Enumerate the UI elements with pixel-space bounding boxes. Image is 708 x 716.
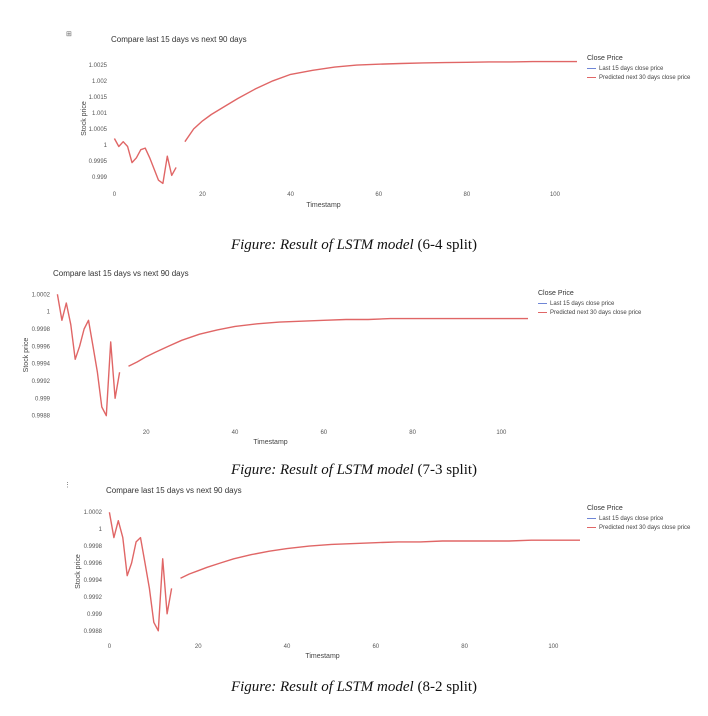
y-tick-label: 1.0002	[84, 510, 103, 516]
legend-label: Predicted next 30 days close price	[550, 309, 642, 316]
y-axis-label: Stock price	[23, 338, 30, 373]
legend-label: Last 15 days close price	[599, 65, 664, 72]
x-axis-label: Timestamp	[306, 202, 340, 209]
y-tick-label: 0.999	[92, 175, 108, 181]
y-tick-label: 0.9992	[84, 595, 103, 601]
caption-plain: (8-2 split)	[413, 679, 478, 695]
series-line-last-15-days	[113, 138, 177, 185]
y-tick-label: 1.0015	[89, 95, 108, 101]
y-tick-label: 0.9988	[84, 629, 103, 635]
x-tick-label: 100	[496, 430, 507, 436]
legend-swatch-red	[587, 77, 596, 78]
x-tick-label: 60	[372, 644, 379, 650]
y-tick-label: 0.9994	[32, 362, 51, 368]
series-line-last-15-days	[56, 294, 121, 417]
x-tick-label: 60	[375, 192, 382, 198]
x-axis-label: Timestamp	[253, 439, 287, 446]
legend-swatch-red	[587, 527, 596, 528]
y-tick-label: 1.001	[92, 111, 108, 117]
chart-svg-2: 20 40 60 80 100 0.9988 0.999 0.9992 0.9994 0.9996…	[23, 292, 528, 446]
y-tick-label: 1	[99, 527, 103, 533]
y-tick-label: 0.999	[35, 396, 51, 402]
legend-title: Close Price	[587, 55, 623, 62]
x-tick-label: 40	[284, 644, 291, 650]
legend-item-last-15[interactable]: Last 15 days close price	[538, 299, 641, 308]
legend-item-last-15[interactable]: Last 15 days close price	[587, 64, 690, 73]
chart-title: Compare last 15 days vs next 90 days	[53, 269, 189, 278]
x-tick-label: 60	[320, 430, 327, 436]
legend: Close Price Last 15 days close price Pre…	[587, 55, 690, 82]
y-tick-label: 0.9998	[32, 327, 51, 333]
x-tick-label: 80	[409, 430, 416, 436]
legend-swatch-red	[538, 312, 547, 313]
x-tick-label: 80	[464, 192, 471, 198]
y-tick-label: 0.9998	[84, 544, 103, 550]
x-tick-label: 100	[550, 192, 561, 198]
series-line-predicted	[180, 539, 580, 579]
legend-label: Predicted next 30 days close price	[599, 524, 691, 531]
legend: Close Price Last 15 days close price Pre…	[587, 505, 690, 532]
caption-italic: Figure: Result of LSTM model	[230, 462, 414, 478]
y-axis-label: Stock price	[75, 554, 82, 589]
y-tick-label: 0.9988	[32, 414, 51, 420]
menu-icon[interactable]: ⋮	[64, 482, 71, 489]
legend-item-last-15[interactable]: Last 15 days close price	[587, 514, 690, 523]
x-tick-label: 80	[461, 644, 468, 650]
chart-svg-3: 0 20 40 60 80 100 0.9988 0.999 0.9992 0.9994 0.999…	[75, 510, 580, 660]
y-tick-label: 1.0005	[89, 127, 108, 133]
chart-title: Compare last 15 days vs next 90 days	[106, 486, 242, 495]
figure-caption-2: Figure: Result of LSTM model (7-3 split)	[0, 462, 708, 479]
legend-swatch-blue	[587, 68, 596, 69]
y-tick-label: 0.9996	[32, 344, 51, 350]
legend-label: Last 15 days close price	[550, 300, 615, 307]
y-tick-label: 0.9996	[84, 561, 103, 567]
figure-caption-1: Figure: Result of LSTM model (6-4 split)	[0, 237, 708, 254]
legend-item-predicted[interactable]: Predicted next 30 days close price	[587, 523, 690, 532]
figure-caption-3: Figure: Result of LSTM model (8-2 split)	[0, 679, 708, 696]
x-tick-label: 100	[548, 644, 559, 650]
legend-label: Last 15 days close price	[599, 515, 664, 522]
series-line-last-15-days	[108, 512, 173, 632]
legend-label: Predicted next 30 days close price	[599, 74, 691, 81]
chart-title: Compare last 15 days vs next 90 days	[111, 35, 247, 44]
legend-item-predicted[interactable]: Predicted next 30 days close price	[587, 73, 690, 82]
y-tick-label: 1.0025	[89, 63, 108, 69]
legend-title: Close Price	[587, 505, 623, 512]
y-tick-label: 1	[47, 310, 51, 316]
y-tick-label: 1	[104, 143, 108, 149]
caption-plain: (6-4 split)	[413, 237, 478, 253]
y-tick-label: 0.9992	[32, 379, 51, 385]
legend: Close Price Last 15 days close price Pre…	[538, 290, 641, 317]
caption-italic: Figure: Result of LSTM model	[230, 237, 414, 253]
chart-panel-3: ⋮ Compare last 15 days vs next 90 days 0…	[64, 482, 690, 660]
x-tick-label: 20	[199, 192, 206, 198]
x-tick-label: 20	[195, 644, 202, 650]
y-tick-label: 0.9994	[84, 578, 103, 584]
x-tick-label: 40	[232, 430, 239, 436]
menu-icon[interactable]: ⊞	[66, 31, 72, 38]
x-tick-label: 0	[108, 644, 112, 650]
x-tick-label: 0	[113, 192, 117, 198]
y-tick-label: 1.002	[92, 79, 108, 85]
caption-plain: (7-3 split)	[413, 462, 478, 478]
legend-swatch-blue	[587, 518, 596, 519]
legend-item-predicted[interactable]: Predicted next 30 days close price	[538, 308, 641, 317]
chart-svg-1: 0 20 40 60 80 100 0.999 0.9995 1 1.0005 1.001 1.001…	[81, 60, 577, 209]
series-line-predicted	[184, 60, 577, 143]
y-tick-label: 0.9995	[89, 159, 108, 165]
chart-panel-2: Compare last 15 days vs next 90 days 20 4…	[23, 269, 641, 446]
series-line-predicted	[128, 317, 528, 367]
chart-panel-1: ⊞ Compare last 15 days vs next 90 days 0…	[0, 0, 708, 235]
y-axis-label: Stock price	[81, 101, 88, 136]
x-tick-label: 40	[287, 192, 294, 198]
x-axis-label: Timestamp	[305, 653, 339, 660]
legend-title: Close Price	[538, 290, 574, 297]
caption-italic: Figure: Result of LSTM model	[230, 679, 414, 695]
y-tick-label: 1.0002	[32, 292, 51, 298]
x-tick-label: 20	[143, 430, 150, 436]
y-tick-label: 0.999	[87, 612, 103, 618]
legend-swatch-blue	[538, 303, 547, 304]
